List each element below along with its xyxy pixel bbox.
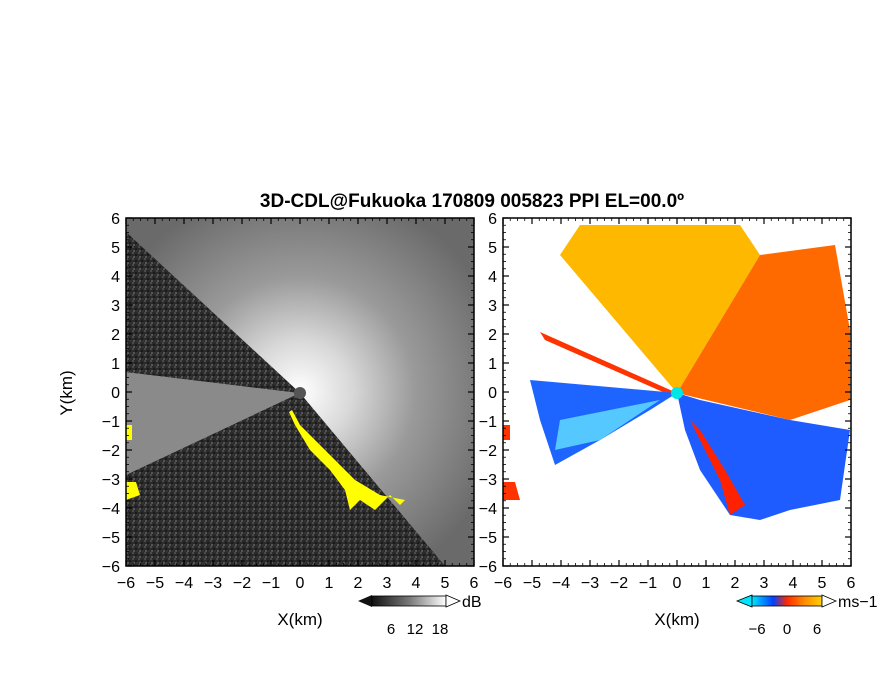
- left-x-axis-label: X(km): [277, 610, 322, 629]
- y-tick-label: −2: [102, 443, 120, 460]
- y-tick-label: 5: [488, 240, 497, 257]
- y-tick-label: 3: [111, 298, 120, 315]
- y-tick-label: −1: [479, 414, 497, 431]
- snr-colorbar-tick-12: 12: [407, 621, 424, 638]
- snr-colorbar-tick-6: 6: [387, 621, 395, 638]
- x-tick-label: −6: [117, 575, 135, 592]
- velocity-site-marker: [671, 387, 683, 399]
- y-tick-label: 4: [111, 269, 120, 286]
- y-tick-label: 6: [488, 211, 497, 228]
- x-tick-label: 3: [383, 575, 392, 592]
- velocity-red-southeast: [690, 420, 745, 515]
- velocity-colorbar-tick-6: 6: [813, 621, 821, 638]
- snr-colorbar-unit: dB: [462, 594, 482, 611]
- y-tick-label: −3: [102, 472, 120, 489]
- snr-echo-region-west: [126, 372, 300, 475]
- velocity-cyan-west: [555, 400, 660, 450]
- velocity-colorbar-tick-neg6: −6: [748, 621, 765, 638]
- chart-title: 3D-CDL@Fukuoka 170809 005823 PPI EL=00.0…: [260, 191, 684, 212]
- x-tick-label: −2: [610, 575, 628, 592]
- y-tick-label: 0: [111, 385, 120, 402]
- y-tick-label: 2: [111, 327, 120, 344]
- x-tick-label: 1: [325, 575, 334, 592]
- x-tick-label: 6: [470, 575, 479, 592]
- snr-colorbar: dB 6 12 18: [358, 594, 482, 638]
- snr-panel: [126, 218, 474, 566]
- y-tick-label: −3: [479, 472, 497, 489]
- x-tick-label: 6: [847, 575, 856, 592]
- velocity-red-streak: [540, 332, 677, 396]
- x-tick-label: 4: [789, 575, 798, 592]
- x-tick-label: 0: [296, 575, 305, 592]
- x-tick-label: −3: [204, 575, 222, 592]
- snr-yellow-west-1: [126, 425, 132, 440]
- y-tick-label: 2: [488, 327, 497, 344]
- x-tick-label: 3: [760, 575, 769, 592]
- velocity-panel: [503, 218, 851, 566]
- velocity-yellow-region: [560, 225, 760, 393]
- velocity-blue-southeast: [677, 393, 850, 520]
- y-tick-label: −1: [102, 414, 120, 431]
- y-tick-label: −4: [479, 501, 497, 518]
- y-tick-label: −4: [102, 501, 120, 518]
- y-tick-label: −5: [102, 530, 120, 547]
- x-tick-label: 0: [673, 575, 682, 592]
- y-tick-label: −6: [102, 559, 120, 576]
- y-tick-label: −5: [479, 530, 497, 547]
- x-tick-label: 4: [412, 575, 421, 592]
- velocity-colorbar-tick-0: 0: [783, 621, 791, 638]
- y-tick-label: 4: [488, 269, 497, 286]
- x-tick-label: −4: [552, 575, 570, 592]
- x-tick-label: −3: [581, 575, 599, 592]
- snr-colorbar-tick-18: 18: [432, 621, 449, 638]
- x-tick-label: −1: [639, 575, 657, 592]
- velocity-west-edge-2: [503, 482, 520, 500]
- y-tick-label: 3: [488, 298, 497, 315]
- left-y-axis-label: Y(km): [57, 370, 76, 415]
- right-x-axis-label: X(km): [654, 610, 699, 629]
- x-tick-label: −5: [523, 575, 541, 592]
- x-tick-label: 5: [818, 575, 827, 592]
- x-tick-label: −1: [262, 575, 280, 592]
- snr-yellow-west-2: [126, 482, 140, 500]
- radar-site-marker: [294, 387, 306, 399]
- x-tick-label: −4: [175, 575, 193, 592]
- y-tick-label: −6: [479, 559, 497, 576]
- x-tick-label: −6: [494, 575, 512, 592]
- axis-ticks: −6 −5 −4 −3 −2 −1 0 1 2 3 4 5 66543210−1−2−3−4−5−6−6…: [102, 211, 856, 592]
- y-tick-label: 1: [111, 356, 120, 373]
- snr-yellow-edge: [289, 410, 405, 510]
- velocity-orange-region: [677, 245, 850, 420]
- x-tick-label: 2: [354, 575, 363, 592]
- snr-dark-sector: [126, 290, 300, 393]
- y-tick-label: 5: [111, 240, 120, 257]
- y-tick-label: 6: [111, 211, 120, 228]
- velocity-colorbar: ms−1 −6 0 6: [735, 594, 878, 638]
- y-tick-label: 0: [488, 385, 497, 402]
- x-tick-label: −5: [146, 575, 164, 592]
- x-tick-label: 2: [731, 575, 740, 592]
- x-tick-label: 1: [702, 575, 711, 592]
- velocity-colorbar-unit: ms−1: [838, 594, 878, 611]
- x-tick-label: 5: [441, 575, 450, 592]
- velocity-west-edge-1: [503, 425, 510, 440]
- y-tick-label: 1: [488, 356, 497, 373]
- y-tick-label: −2: [479, 443, 497, 460]
- x-tick-label: −2: [233, 575, 251, 592]
